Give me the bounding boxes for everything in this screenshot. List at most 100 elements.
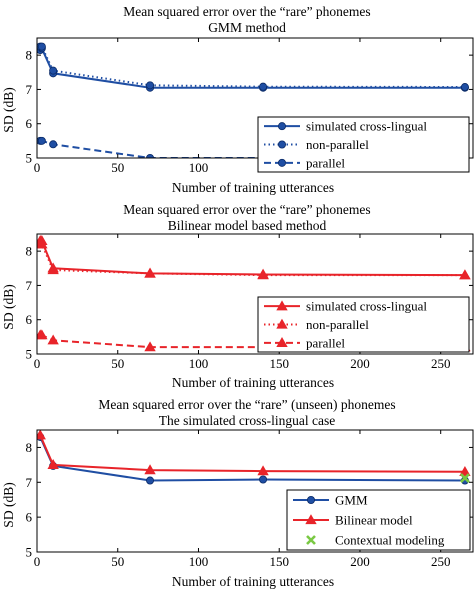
axes-frame (36, 429, 474, 553)
legend-label: simulated cross-lingual (306, 299, 427, 314)
x-tick-label: 250 (431, 356, 451, 371)
legend: simulated cross-lingual non-parallel paral… (257, 296, 470, 353)
x-tick-label: 50 (111, 356, 124, 371)
legend-marker (276, 300, 288, 311)
legend-marker (277, 158, 286, 167)
data-point (47, 334, 59, 345)
y-tick-label: 5 (26, 347, 33, 362)
series-line (39, 46, 465, 89)
x-tick-label: 200 (350, 554, 370, 569)
data-point (37, 238, 48, 249)
x-tick-label: 100 (189, 356, 209, 371)
x-tick-label: 200 (350, 356, 370, 371)
y-tick-label: 5 (26, 151, 33, 166)
data-point (37, 136, 46, 145)
data-point (459, 269, 471, 280)
chart-subtitle: Bilinear model based method (168, 218, 327, 233)
series-line (39, 434, 465, 473)
x-tick-label: 50 (111, 160, 124, 175)
series-contextual-modeling (460, 473, 470, 484)
y-tick-label: 6 (26, 116, 33, 131)
x-axis-label: Number of training utterances (172, 375, 334, 390)
legend-item: non-parallel (264, 137, 369, 152)
legend: simulated cross-lingual non-parallel paral… (257, 116, 470, 173)
y-tick-label: 7 (26, 82, 33, 97)
x-tick-label: 0 (34, 356, 41, 371)
y-tick-label: 8 (26, 244, 33, 259)
x-tick-label: 0 (34, 554, 41, 569)
chart-subtitle: GMM method (208, 20, 286, 35)
legend-item: simulated cross-lingual (264, 119, 427, 134)
x-tick-label: 250 (431, 554, 451, 569)
series-simulated-cross-lingual (37, 44, 469, 92)
series-non-parallel (37, 42, 469, 92)
legend-marker (305, 514, 317, 525)
chart-title: Mean squared error over the “rare” (unse… (98, 397, 395, 412)
y-tick-label: 6 (26, 510, 33, 525)
legend-label: non-parallel (306, 317, 369, 332)
data-point (144, 341, 156, 352)
y-axis-label: SD (dB) (1, 284, 16, 329)
legend-marker (277, 140, 286, 149)
legend-marker (276, 337, 288, 347)
data-point (146, 476, 155, 485)
series-group (37, 430, 471, 485)
legend-item: parallel (264, 155, 345, 170)
data-point (47, 264, 59, 275)
legend-label: simulated cross-lingual (306, 119, 427, 134)
data-point (257, 269, 269, 280)
y-tick-label: 7 (26, 475, 33, 490)
chart-panel-gmm: Mean squared error over the “rare” phone… (1, 4, 474, 195)
plot-area: 0 50 100 150 200 250 5 6 7 8 (26, 429, 474, 569)
axes-frame (36, 233, 474, 355)
legend-marker (276, 318, 288, 329)
data-point (49, 66, 58, 75)
data-point (257, 465, 269, 476)
chart-subtitle: The simulated cross-lingual case (159, 413, 336, 428)
series-group (37, 42, 469, 158)
legend-item: simulated cross-lingual (264, 299, 427, 314)
y-tick-label: 5 (26, 545, 33, 560)
data-point (460, 473, 470, 484)
legend-label: non-parallel (306, 137, 369, 152)
chart-panel-bilinear: Mean squared error over the “rare” phone… (1, 202, 474, 390)
y-tick-label: 6 (26, 312, 33, 327)
x-tick-label: 150 (269, 554, 289, 569)
chart-panel-comparison: Mean squared error over the “rare” (unse… (1, 397, 474, 589)
data-point (459, 466, 471, 476)
legend-item: GMM (293, 493, 368, 508)
axes-frame (36, 37, 474, 159)
x-tick-label: 100 (189, 554, 209, 569)
legend: GMM Bilinear model Contextual modeling (286, 489, 471, 551)
x-tick-label: 50 (111, 554, 124, 569)
data-point (37, 430, 46, 440)
data-point (259, 82, 268, 91)
chart-title: Mean squared error over the “rare” phone… (123, 202, 370, 217)
legend-label: Contextual modeling (335, 533, 445, 548)
legend-marker (306, 495, 315, 504)
data-point (144, 267, 156, 278)
chart-title: Mean squared error over the “rare” phone… (123, 4, 370, 19)
legend-item: parallel (264, 335, 345, 350)
data-point (259, 475, 268, 484)
y-tick-label: 8 (26, 48, 33, 63)
legend-label: parallel (306, 335, 345, 350)
series-non-parallel (37, 238, 471, 280)
data-point (37, 329, 48, 340)
data-point (146, 81, 155, 90)
legend-label: Bilinear model (335, 513, 413, 528)
legend-marker (277, 122, 286, 131)
legend-item: Bilinear model (293, 513, 413, 528)
data-point (37, 42, 46, 51)
y-axis-label: SD (dB) (1, 87, 16, 132)
x-tick-label: 0 (34, 160, 41, 175)
data-point (49, 140, 58, 149)
data-point (47, 459, 59, 470)
series-bilinear-model (37, 430, 471, 476)
legend-label: GMM (335, 493, 368, 508)
series-gmm (37, 432, 469, 485)
y-tick-label: 8 (26, 440, 33, 455)
legend-marker (306, 535, 316, 545)
legend-item: Contextual modeling (306, 533, 445, 548)
